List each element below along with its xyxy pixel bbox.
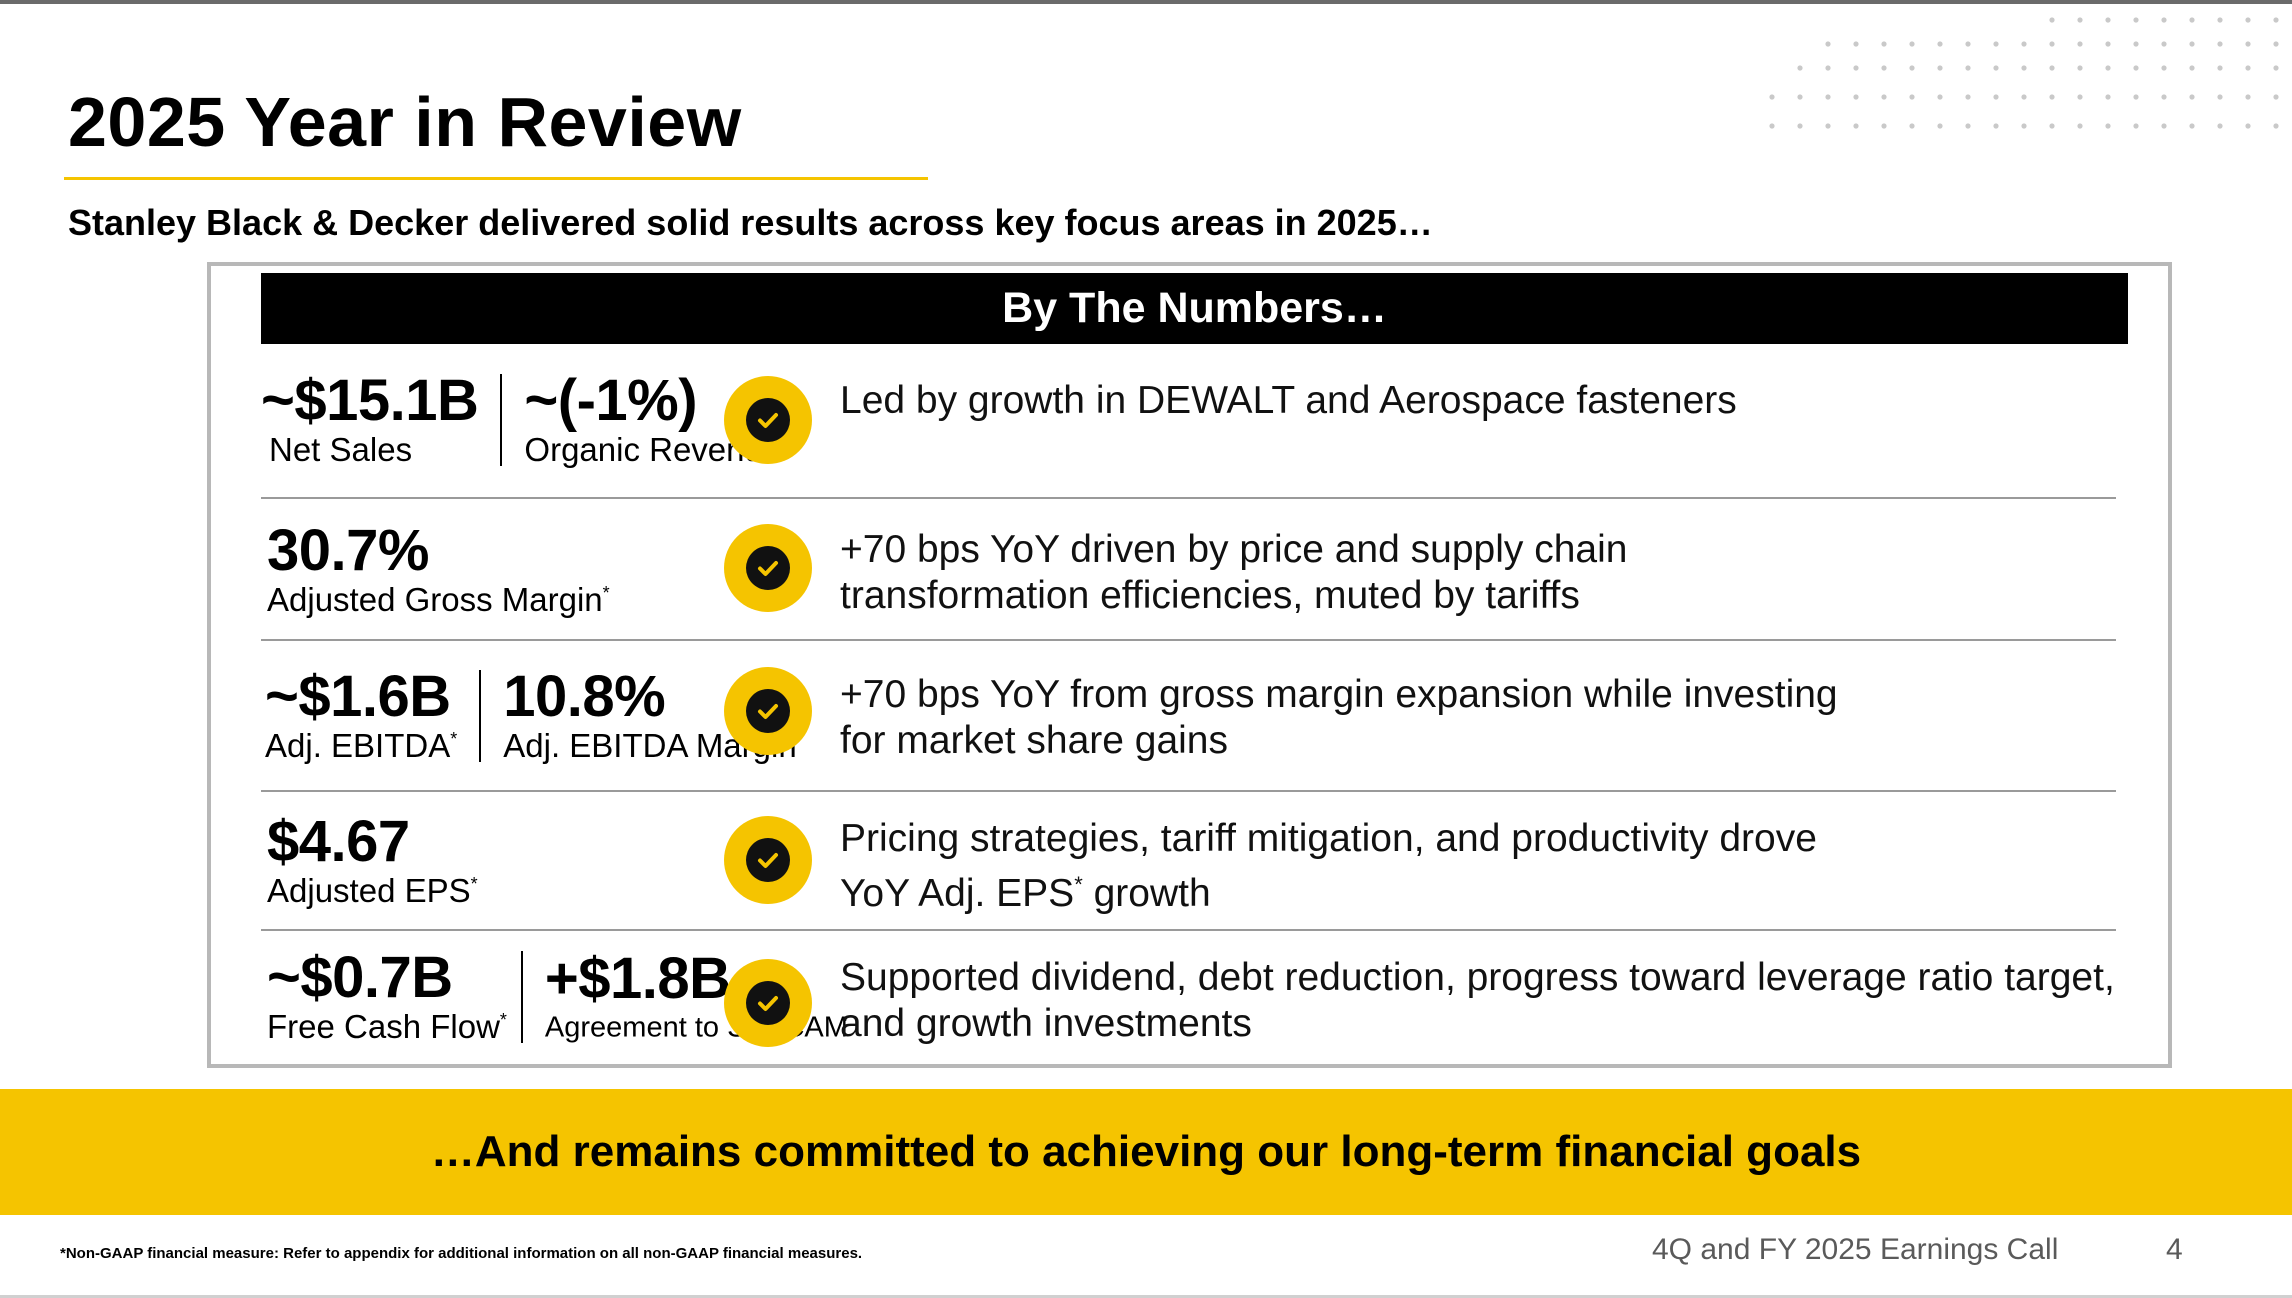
- metric-row-gross-margin: 30.7% Adjusted Gross Margin*: [261, 500, 2128, 640]
- page-number: 4: [2166, 1233, 2183, 1266]
- metric-label: Net Sales: [269, 431, 413, 469]
- metric-value: 30.7%: [267, 517, 429, 583]
- footnote: *Non-GAAP financial measure: Refer to ap…: [60, 1245, 863, 1262]
- metric-value: $4.67: [267, 808, 410, 874]
- metric-value: ~$0.7B: [267, 944, 453, 1010]
- row-divider: [261, 639, 2116, 641]
- panel-header: By The Numbers…: [261, 273, 2128, 344]
- metric-row-eps: $4.67 Adjusted EPS*: [261, 793, 2128, 929]
- page-subtitle: Stanley Black & Decker delivered solid r…: [68, 202, 1433, 243]
- check-circle-icon: [724, 959, 812, 1047]
- metric-divider: [520, 951, 523, 1043]
- metric-adjusted-eps: $4.67 Adjusted EPS*: [267, 808, 478, 911]
- row-divider: [261, 790, 2116, 792]
- title-underline: [64, 177, 928, 180]
- metric-value: ~(-1%): [524, 367, 698, 433]
- row-description: +70 bps YoY driven by price and supply c…: [840, 528, 1628, 617]
- metric-label: Adj. EBITDA*: [265, 727, 458, 765]
- metric-adj-ebitda: ~$1.6B Adj. EBITDA*: [265, 663, 458, 766]
- metric-label: Free Cash Flow*: [267, 1008, 507, 1046]
- metric-group: ~$1.6B Adj. EBITDA* 10.8% Adj. EBITDA Ma…: [261, 642, 804, 790]
- metric-net-sales: ~$15.1B Net Sales: [261, 367, 479, 470]
- metric-group: ~$15.1B Net Sales ~(-1%) Organic Revenue…: [261, 350, 788, 490]
- metric-divider: [479, 670, 482, 762]
- metric-value: ~$15.1B: [261, 367, 479, 433]
- metric-adjusted-gross-margin: 30.7% Adjusted Gross Margin*: [267, 517, 610, 620]
- commitment-banner: …And remains committed to achieving our …: [0, 1089, 2292, 1215]
- row-description: +70 bps YoY from gross margin expansion …: [840, 673, 1838, 762]
- metric-value: +$1.8B: [544, 946, 731, 1012]
- metric-label: Adjusted EPS*: [267, 872, 478, 910]
- metric-group: 30.7% Adjusted Gross Margin*: [261, 500, 610, 640]
- metric-row-ebitda: ~$1.6B Adj. EBITDA* 10.8% Adj. EBITDA Ma…: [261, 642, 2128, 790]
- metric-value: ~$1.6B: [265, 663, 451, 729]
- footer-title: 4Q and FY 2025 Earnings Call: [1652, 1233, 2059, 1266]
- page-title: 2025 Year in Review: [68, 83, 742, 161]
- row-divider: [261, 497, 2116, 499]
- metric-divider: [500, 374, 503, 466]
- check-circle-icon: [724, 667, 812, 755]
- row-description: Supported dividend, debt reduction, prog…: [840, 956, 2115, 1045]
- check-circle-icon: [724, 816, 812, 904]
- metric-free-cash-flow: ~$0.7B Free Cash Flow*: [267, 944, 507, 1047]
- check-circle-icon: [724, 524, 812, 612]
- numbers-panel: [207, 262, 2172, 1068]
- row-divider: [261, 929, 2116, 931]
- top-rule: [0, 0, 2292, 4]
- dot-grid-decoration: [1769, 17, 2279, 129]
- bottom-rule: [0, 1295, 2292, 1298]
- row-description: Pricing strategies, tariff mitigation, a…: [840, 817, 1817, 915]
- row-description: Led by growth in DEWALT and Aerospace fa…: [840, 379, 1737, 422]
- metric-value: 10.8%: [503, 663, 666, 729]
- metric-label: Adjusted Gross Margin*: [267, 581, 610, 619]
- check-circle-icon: [724, 376, 812, 464]
- metric-group: $4.67 Adjusted EPS*: [261, 793, 478, 929]
